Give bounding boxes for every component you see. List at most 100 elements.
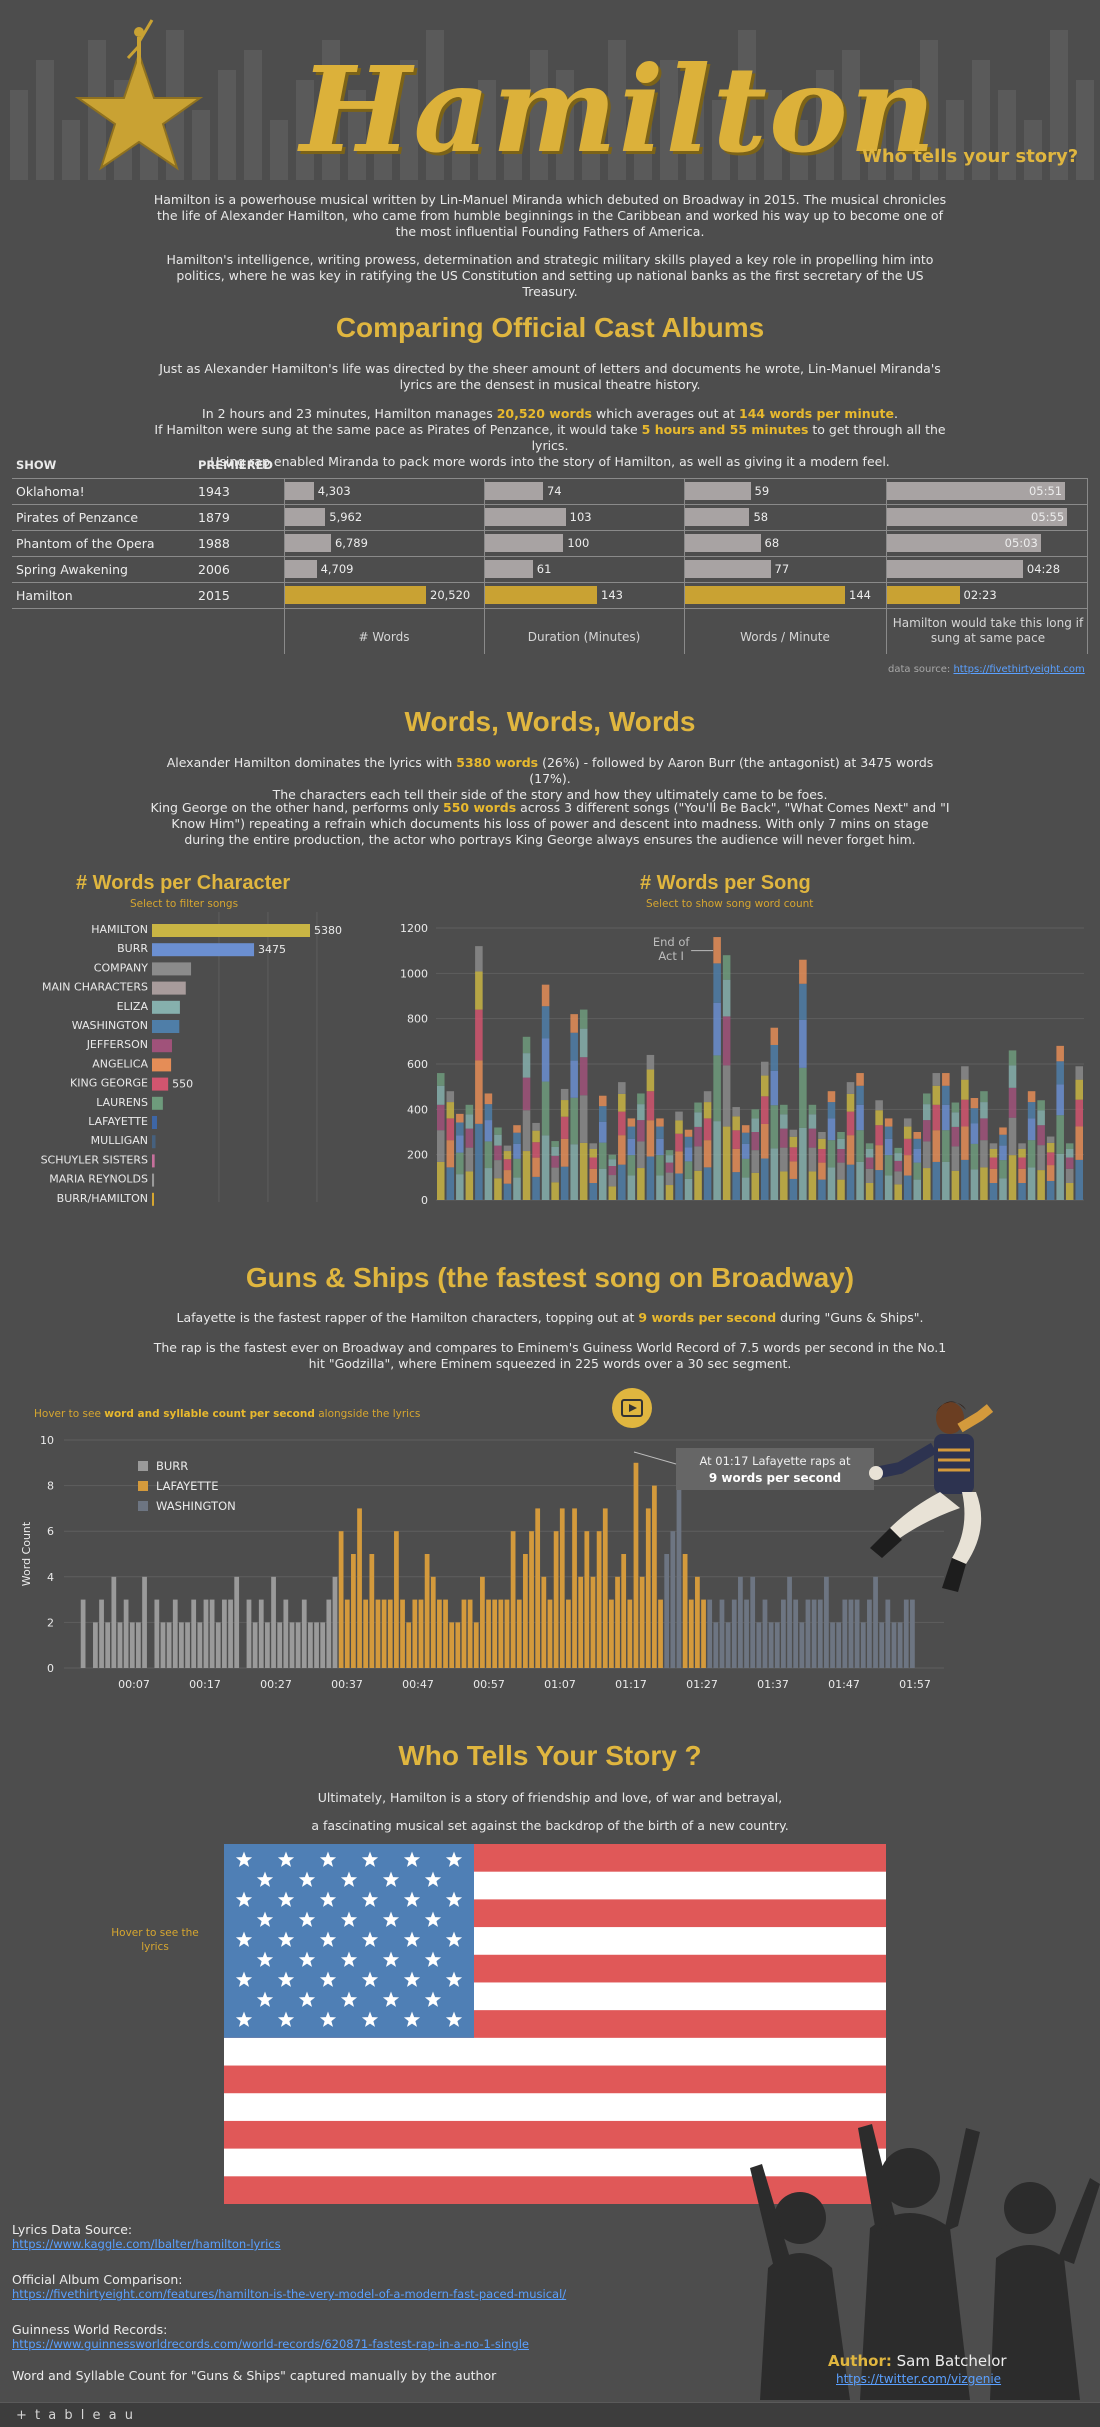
second-bar[interactable] [738, 1576, 743, 1668]
song-bar[interactable] [865, 1143, 874, 1200]
second-bar[interactable] [590, 1576, 596, 1668]
second-bar[interactable] [547, 1599, 553, 1668]
character-bar[interactable] [152, 1058, 172, 1072]
song-bar[interactable] [884, 1118, 893, 1200]
second-bar[interactable] [498, 1599, 504, 1668]
song-bar[interactable] [475, 946, 483, 1200]
second-bar[interactable] [80, 1599, 86, 1668]
second-bar[interactable] [326, 1599, 332, 1668]
character-bar[interactable] [152, 1096, 163, 1110]
second-bar[interactable] [443, 1599, 448, 1668]
song-bar[interactable] [799, 959, 807, 1200]
song-bar[interactable] [570, 1014, 578, 1200]
second-bar[interactable] [111, 1576, 117, 1668]
second-bar[interactable] [523, 1554, 528, 1668]
song-bar[interactable] [465, 1104, 474, 1200]
second-bar[interactable] [510, 1531, 516, 1668]
second-bar[interactable] [160, 1622, 166, 1668]
second-bar[interactable] [879, 1622, 885, 1668]
second-bar[interactable] [891, 1622, 897, 1668]
song-bar[interactable] [684, 1129, 693, 1200]
second-bar[interactable] [750, 1576, 756, 1668]
song-bar[interactable] [923, 1093, 931, 1200]
second-bar[interactable] [615, 1576, 620, 1668]
second-bar[interactable] [265, 1622, 270, 1668]
song-bar[interactable] [761, 1061, 769, 1200]
song-bar[interactable] [951, 1102, 960, 1200]
second-bar[interactable] [123, 1599, 129, 1668]
song-bar[interactable] [1018, 1143, 1026, 1200]
second-bar[interactable] [572, 1508, 577, 1668]
character-bar[interactable] [152, 924, 310, 937]
second-bar[interactable] [860, 1622, 866, 1668]
second-bar[interactable] [731, 1599, 737, 1668]
song-bar[interactable] [942, 1073, 950, 1200]
second-bar[interactable] [793, 1599, 799, 1668]
song-bar[interactable] [732, 1107, 740, 1200]
second-bar[interactable] [117, 1622, 123, 1668]
song-bar[interactable] [970, 1098, 979, 1200]
second-bar[interactable] [142, 1576, 147, 1668]
character-bar[interactable] [152, 1000, 180, 1014]
song-bar[interactable] [818, 1132, 826, 1200]
second-bar[interactable] [817, 1599, 823, 1668]
song-bar[interactable] [494, 1127, 502, 1200]
table-row[interactable] [12, 556, 1088, 582]
song-bar[interactable] [484, 1093, 493, 1200]
character-bar[interactable] [152, 962, 192, 976]
second-bar[interactable] [473, 1622, 479, 1668]
second-bar[interactable] [559, 1508, 565, 1668]
song-bar[interactable] [665, 1150, 674, 1200]
second-bar[interactable] [602, 1508, 608, 1668]
second-bar[interactable] [781, 1599, 786, 1668]
song-bar[interactable] [675, 1111, 683, 1200]
second-bar[interactable] [93, 1622, 98, 1668]
second-bar[interactable] [363, 1599, 369, 1668]
song-bar[interactable] [589, 1143, 597, 1200]
song-bar[interactable] [503, 1145, 512, 1200]
second-bar[interactable] [283, 1599, 289, 1668]
second-bar[interactable] [903, 1599, 909, 1668]
song-bar[interactable] [1075, 1066, 1083, 1200]
song-bar[interactable] [513, 1125, 521, 1200]
second-bar[interactable] [854, 1599, 860, 1668]
song-bar[interactable] [837, 1132, 845, 1200]
character-bar[interactable] [152, 981, 186, 995]
us-flag-lyrics-panel[interactable] [224, 1844, 886, 2204]
song-bar[interactable] [856, 1073, 864, 1200]
second-bar[interactable] [713, 1622, 719, 1668]
second-bar[interactable] [215, 1622, 221, 1668]
song-bar[interactable] [1046, 1136, 1055, 1200]
second-bar[interactable] [154, 1599, 160, 1668]
second-bar[interactable] [824, 1576, 829, 1668]
song-bar[interactable] [1027, 1091, 1036, 1200]
second-bar[interactable] [295, 1622, 301, 1668]
second-bar[interactable] [461, 1599, 467, 1668]
second-bar[interactable] [424, 1554, 430, 1668]
second-bar[interactable] [234, 1576, 240, 1668]
second-bar[interactable] [639, 1576, 645, 1668]
character-bar[interactable] [152, 1192, 154, 1206]
song-bar[interactable] [446, 1091, 455, 1200]
second-bar[interactable] [867, 1599, 872, 1668]
second-bar[interactable] [529, 1531, 534, 1668]
table-row[interactable] [12, 478, 1088, 504]
second-bar[interactable] [394, 1531, 399, 1668]
song-bar[interactable] [789, 1129, 798, 1200]
song-bar[interactable] [989, 1143, 998, 1200]
second-bar[interactable] [375, 1599, 381, 1668]
song-bar[interactable] [894, 1147, 902, 1200]
song-bar[interactable] [913, 1132, 921, 1200]
second-bar[interactable] [480, 1576, 485, 1668]
second-bar[interactable] [645, 1508, 651, 1668]
play-video-button[interactable] [612, 1388, 652, 1428]
song-bar[interactable] [722, 955, 731, 1200]
second-bar[interactable] [166, 1622, 172, 1668]
second-bar[interactable] [289, 1622, 295, 1668]
character-bar[interactable] [152, 1020, 180, 1033]
character-bar[interactable] [152, 1077, 169, 1091]
second-bar[interactable] [516, 1599, 522, 1668]
table-row[interactable] [12, 504, 1088, 530]
song-bar[interactable] [522, 1036, 531, 1200]
second-bar[interactable] [885, 1599, 891, 1668]
